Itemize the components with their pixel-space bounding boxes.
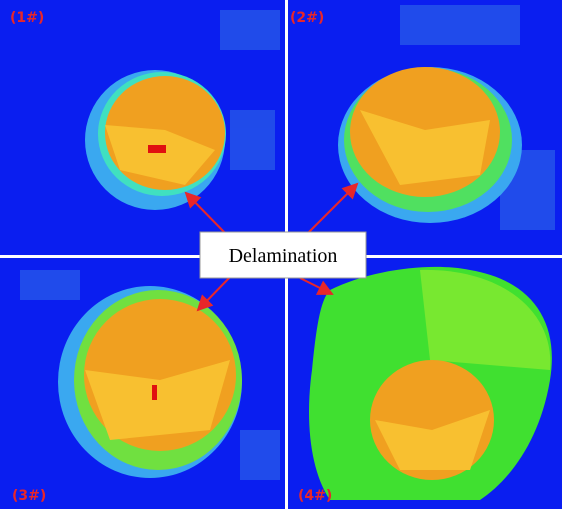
page: (1#) (2#) (3#) (4#) Delamination (() => … [0, 0, 562, 509]
panel-label: (2#) [290, 10, 324, 26]
panel-label: (3#) [12, 488, 46, 504]
annotation: Delamination [229, 245, 338, 267]
panel-label: (4#) [298, 488, 332, 504]
panel-label: (1#) [10, 10, 44, 26]
damage-1 [85, 70, 226, 210]
damage-4 [309, 267, 552, 500]
figure: (1#) (2#) (3#) (4#) Delamination [0, 0, 562, 509]
damage-2 [338, 67, 522, 223]
damage-3 [58, 286, 242, 478]
